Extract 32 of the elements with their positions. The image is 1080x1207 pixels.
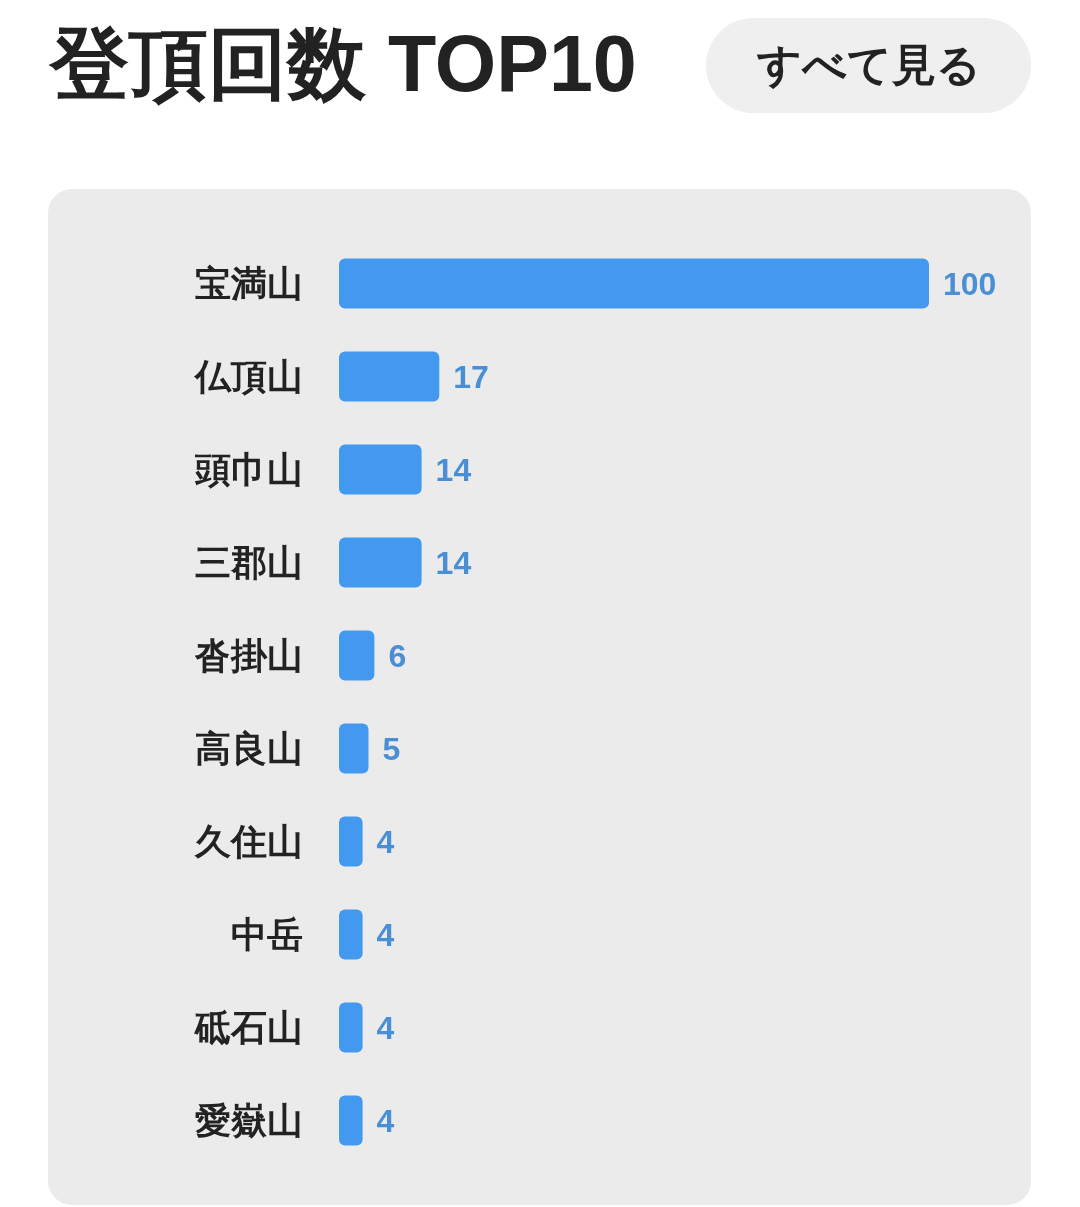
bar xyxy=(339,258,929,309)
y-tick-label: 愛嶽山 xyxy=(195,1100,303,1141)
bar xyxy=(339,630,375,681)
bar xyxy=(339,1002,363,1053)
y-tick-label: 宝満山 xyxy=(195,263,303,304)
data-label: 100 xyxy=(943,265,997,302)
y-tick-label: 頭巾山 xyxy=(194,449,303,490)
data-label: 6 xyxy=(388,637,407,674)
bar xyxy=(339,351,440,402)
y-tick-label: 高良山 xyxy=(195,728,303,769)
bar xyxy=(339,444,422,495)
bar xyxy=(339,537,422,588)
chart-title: 登頂回数 TOP10 xyxy=(50,18,637,110)
y-tick-label: 久住山 xyxy=(194,821,303,862)
bar xyxy=(339,909,363,960)
y-tick-label: 三郡山 xyxy=(195,542,303,583)
data-label: 14 xyxy=(435,451,472,488)
data-label: 17 xyxy=(453,358,489,395)
data-label: 14 xyxy=(435,544,472,581)
data-label: 5 xyxy=(382,730,401,767)
data-label: 4 xyxy=(376,823,395,860)
y-tick-label: 砥石山 xyxy=(193,1007,303,1048)
data-label: 4 xyxy=(376,1102,395,1139)
bar xyxy=(339,816,363,867)
data-label: 4 xyxy=(376,1009,395,1046)
y-tick-label: 沓掛山 xyxy=(194,635,303,676)
y-tick-label: 中岳 xyxy=(231,914,303,955)
view-all-button[interactable]: すべて見る xyxy=(706,18,1031,113)
bar xyxy=(339,723,369,774)
data-label: 4 xyxy=(376,916,395,953)
bar xyxy=(339,1095,363,1146)
y-tick-label: 仏頂山 xyxy=(193,356,303,397)
